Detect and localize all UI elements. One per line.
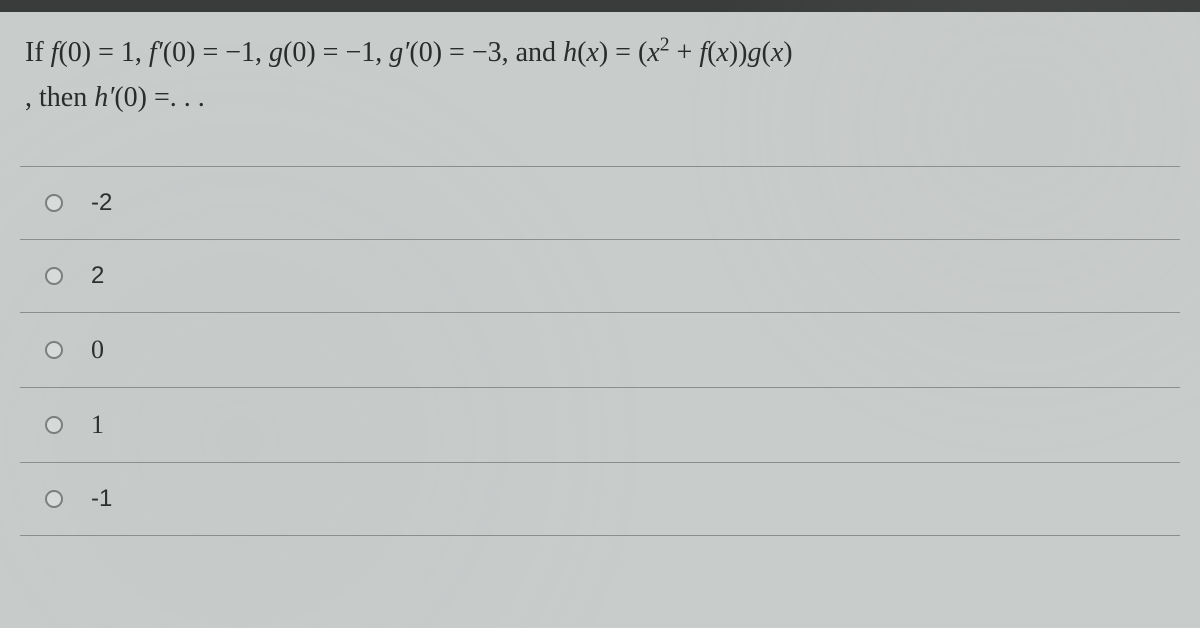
radio-icon	[45, 267, 63, 285]
radio-icon	[45, 490, 63, 508]
radio-icon	[45, 416, 63, 434]
question-text: If f(0) = 1, f′(0) = −1, g(0) = −1, g′(0…	[20, 30, 1180, 121]
options-list: -2 2 0 1 -1	[20, 166, 1180, 536]
option-row-2[interactable]: 0	[20, 313, 1180, 388]
option-row-1[interactable]: 2	[20, 240, 1180, 313]
option-label-2: 0	[91, 335, 104, 365]
option-label-3: 1	[91, 410, 104, 440]
screen-top-border	[0, 0, 1200, 12]
option-row-3[interactable]: 1	[20, 388, 1180, 463]
radio-icon	[45, 341, 63, 359]
option-label-4: -1	[91, 485, 112, 513]
option-label-1: 2	[91, 262, 104, 290]
option-row-4[interactable]: -1	[20, 463, 1180, 536]
radio-icon	[45, 194, 63, 212]
option-row-0[interactable]: -2	[20, 167, 1180, 240]
question-line-2: , then h′(0) =. . .	[25, 82, 205, 113]
option-label-0: -2	[91, 189, 112, 217]
question-line-1: If f(0) = 1, f′(0) = −1, g(0) = −1, g′(0…	[25, 37, 793, 68]
quiz-content: If f(0) = 1, f′(0) = −1, g(0) = −1, g′(0…	[0, 0, 1200, 536]
